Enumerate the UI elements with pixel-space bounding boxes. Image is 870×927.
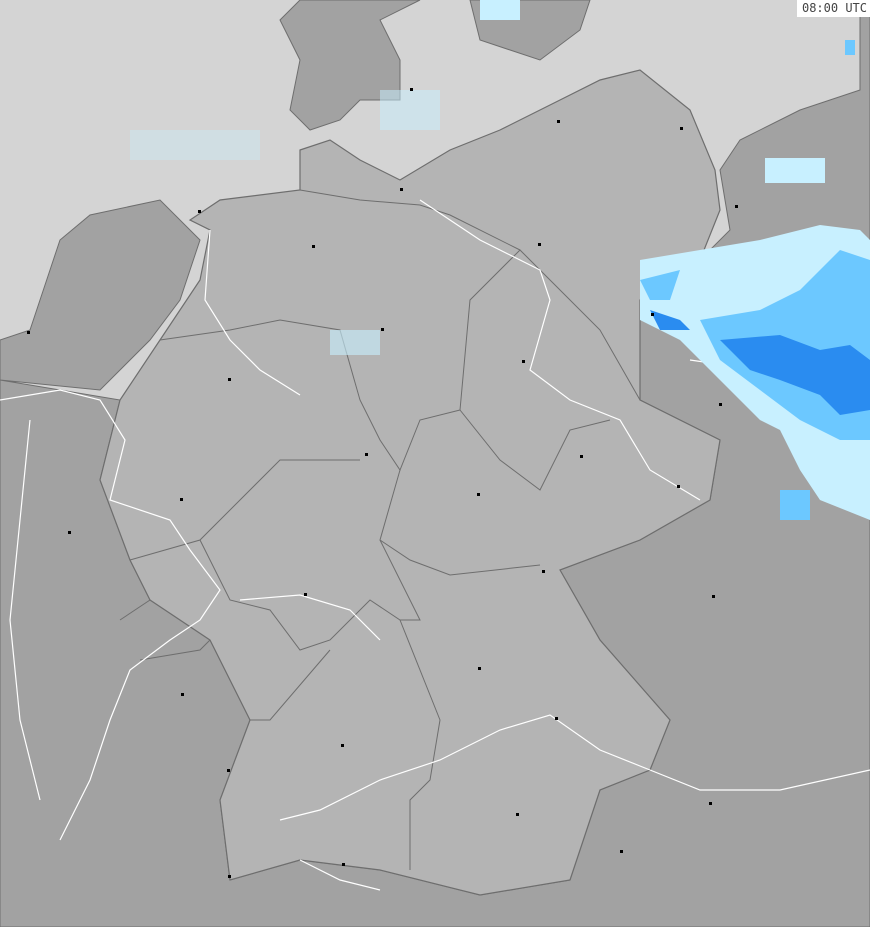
city-dot [228, 875, 231, 878]
city-dot [712, 595, 715, 598]
city-dot [709, 802, 712, 805]
city-dot [180, 498, 183, 501]
city-dot [735, 205, 738, 208]
city-dot [227, 769, 230, 772]
city-dot [342, 863, 345, 866]
city-dot [651, 313, 654, 316]
city-dot [620, 850, 623, 853]
city-dot [181, 693, 184, 696]
city-dot [516, 813, 519, 816]
city-dot [477, 493, 480, 496]
city-dot [68, 531, 71, 534]
city-dot [677, 485, 680, 488]
city-dot [557, 120, 560, 123]
city-dot [580, 455, 583, 458]
city-dot [719, 403, 722, 406]
city-dot [680, 127, 683, 130]
city-dot [410, 88, 413, 91]
germany [99, 69, 721, 896]
timestamp-label: 08:00 UTC [796, 0, 870, 17]
city-dot [228, 378, 231, 381]
city-dot [304, 593, 307, 596]
city-dot [312, 245, 315, 248]
city-dot [365, 453, 368, 456]
city-dot [400, 188, 403, 191]
city-dot [522, 360, 525, 363]
city-dot [27, 331, 30, 334]
city-markers [27, 88, 738, 878]
city-dot [478, 667, 481, 670]
city-dot [542, 570, 545, 573]
precipitation [130, 0, 870, 520]
city-dot [341, 744, 344, 747]
city-dot [555, 717, 558, 720]
city-dot [381, 328, 384, 331]
city-dot [538, 243, 541, 246]
city-dot [198, 210, 201, 213]
